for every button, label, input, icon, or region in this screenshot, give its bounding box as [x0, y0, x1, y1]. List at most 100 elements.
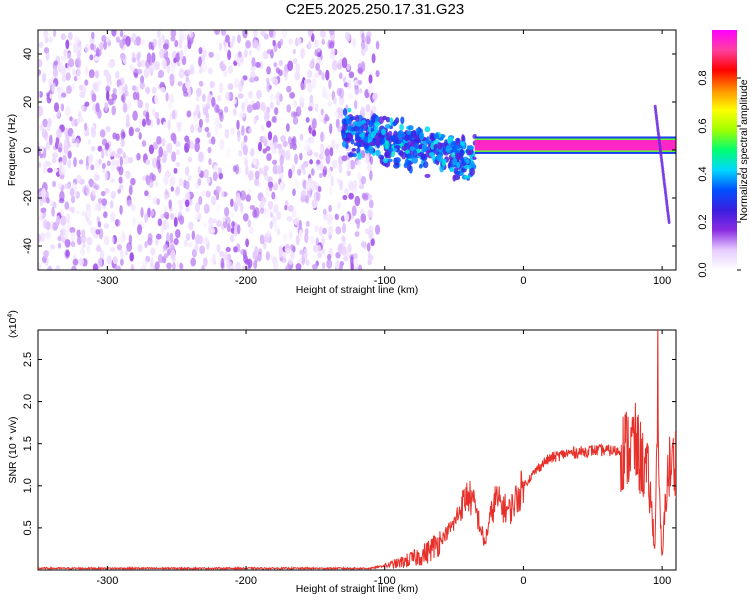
spectrogram-cell	[111, 30, 117, 37]
spectrogram-cell	[333, 96, 337, 105]
spectrogram-cell	[97, 221, 102, 228]
spectrogram-cell	[88, 155, 93, 166]
spectrogram-cell	[295, 234, 300, 246]
spectrogram-cell	[184, 199, 190, 208]
spectrogram-cell	[230, 234, 235, 243]
spectrogram-cell	[445, 145, 451, 154]
spectrogram-cell	[304, 227, 309, 236]
spectrogram-cell	[244, 98, 249, 106]
spectrogram-cell	[84, 79, 89, 86]
spectrogram-cell	[48, 36, 53, 43]
spectrogram-cell	[166, 65, 171, 74]
spectrogram-cell	[656, 128, 660, 133]
spectrogram-cell	[148, 144, 155, 155]
spectrogram-cell	[90, 164, 95, 171]
spectrogram-cell	[463, 164, 470, 170]
spectrogram-cell	[282, 30, 288, 39]
spectrogram-cell	[77, 49, 81, 58]
spectrogram-cell	[140, 59, 147, 68]
spectrogram-cell	[223, 206, 230, 217]
spectrogram-cell	[337, 107, 343, 116]
spectrogram-cell	[452, 174, 457, 182]
spectrogram-cell	[233, 246, 238, 253]
spectrogram-cell	[186, 69, 192, 75]
spectrogram-cell	[168, 93, 174, 104]
spectrogram-cell	[151, 107, 156, 117]
spectrogram-cell	[42, 72, 47, 83]
spectrogram-cell	[661, 172, 665, 177]
spectrogram-cell	[372, 92, 378, 101]
spectrogram-cell	[254, 76, 259, 82]
spectrogram-cell	[92, 263, 99, 270]
spectrogram-cell	[156, 30, 161, 39]
spectrogram-cell	[347, 125, 352, 132]
spectrogram-cell	[154, 111, 160, 120]
spectrogram-cell	[69, 227, 76, 234]
spectrogram-cell	[216, 219, 222, 228]
spectrogram-cell	[77, 43, 83, 52]
spectrogram-cell	[328, 41, 335, 49]
spectrogram-cell	[178, 177, 183, 187]
spectrogram-cell	[202, 49, 208, 58]
spectrogram-cell	[127, 156, 134, 164]
spectrogram-cell	[103, 223, 110, 229]
spectrogram-cell	[178, 68, 185, 79]
spectrogram-cell	[125, 35, 131, 47]
spectrogram-cell	[84, 66, 89, 76]
spectrogram-cell	[128, 126, 134, 137]
spectrogram-cell	[151, 157, 157, 168]
spectrogram-cell	[39, 124, 45, 131]
spectrogram-cell	[219, 250, 225, 258]
spectrogram-cell	[327, 253, 332, 261]
spectrogram-cell	[203, 237, 209, 245]
spectrogram-cell	[155, 180, 159, 188]
spectrogram-cell	[314, 49, 318, 57]
x-tick-label: 100	[653, 575, 671, 587]
spectrogram-cell	[199, 245, 206, 255]
spectrogram-cell	[186, 110, 192, 118]
spectrogram-cell	[90, 43, 95, 51]
spectrogram-cell	[324, 148, 330, 157]
spectrogram-cell	[184, 192, 191, 201]
spectrogram-cell	[240, 202, 244, 214]
spectrogram-cell	[363, 135, 369, 144]
spectrogram-cell	[72, 68, 76, 76]
spectrogram-cell	[175, 185, 181, 194]
spectrogram-cell	[166, 248, 171, 256]
spectrogram-cell	[138, 118, 143, 127]
spectrogram-cell	[231, 220, 236, 228]
spectrogram-cell	[241, 125, 245, 136]
spectrogram-cell	[73, 156, 77, 168]
snr-y-ticks: 0.5 1.0 1.5 2.0 2.5	[22, 352, 676, 536]
spectrogram-cell	[121, 86, 125, 93]
spectrogram-cell	[38, 233, 42, 243]
spectrogram-cell	[90, 145, 96, 152]
spectrogram-cell	[38, 161, 42, 168]
spectrogram-cell	[658, 140, 661, 145]
spectrogram-cell	[61, 92, 67, 98]
spectrogram-cell	[137, 61, 142, 68]
spectrogram-cell	[146, 52, 152, 64]
spectrogram-cell	[236, 119, 240, 130]
spectrogram-cell	[418, 163, 423, 169]
spectrogram-cell	[291, 208, 297, 218]
spectrogram-cell	[301, 163, 306, 171]
spectrogram-cell	[104, 171, 108, 181]
spectrogram-cell	[194, 202, 201, 213]
spectrogram-cell	[418, 145, 423, 150]
spectrogram-cell	[95, 184, 100, 191]
spectrogram-cell	[115, 218, 119, 227]
spectrogram-cell	[111, 92, 118, 101]
spectrogram-cell	[191, 230, 195, 240]
spectrogram-cell	[39, 198, 44, 207]
spectrogram-cell	[278, 59, 284, 67]
spectrogram-cell	[242, 75, 248, 81]
spectrogram-cell	[248, 127, 252, 134]
spectrogram-cell	[335, 259, 340, 269]
spectrogram-cell	[262, 169, 268, 177]
spectrogram-cell	[238, 51, 242, 58]
spectrogram-cell	[278, 172, 284, 180]
spectrogram-cell	[248, 226, 255, 235]
